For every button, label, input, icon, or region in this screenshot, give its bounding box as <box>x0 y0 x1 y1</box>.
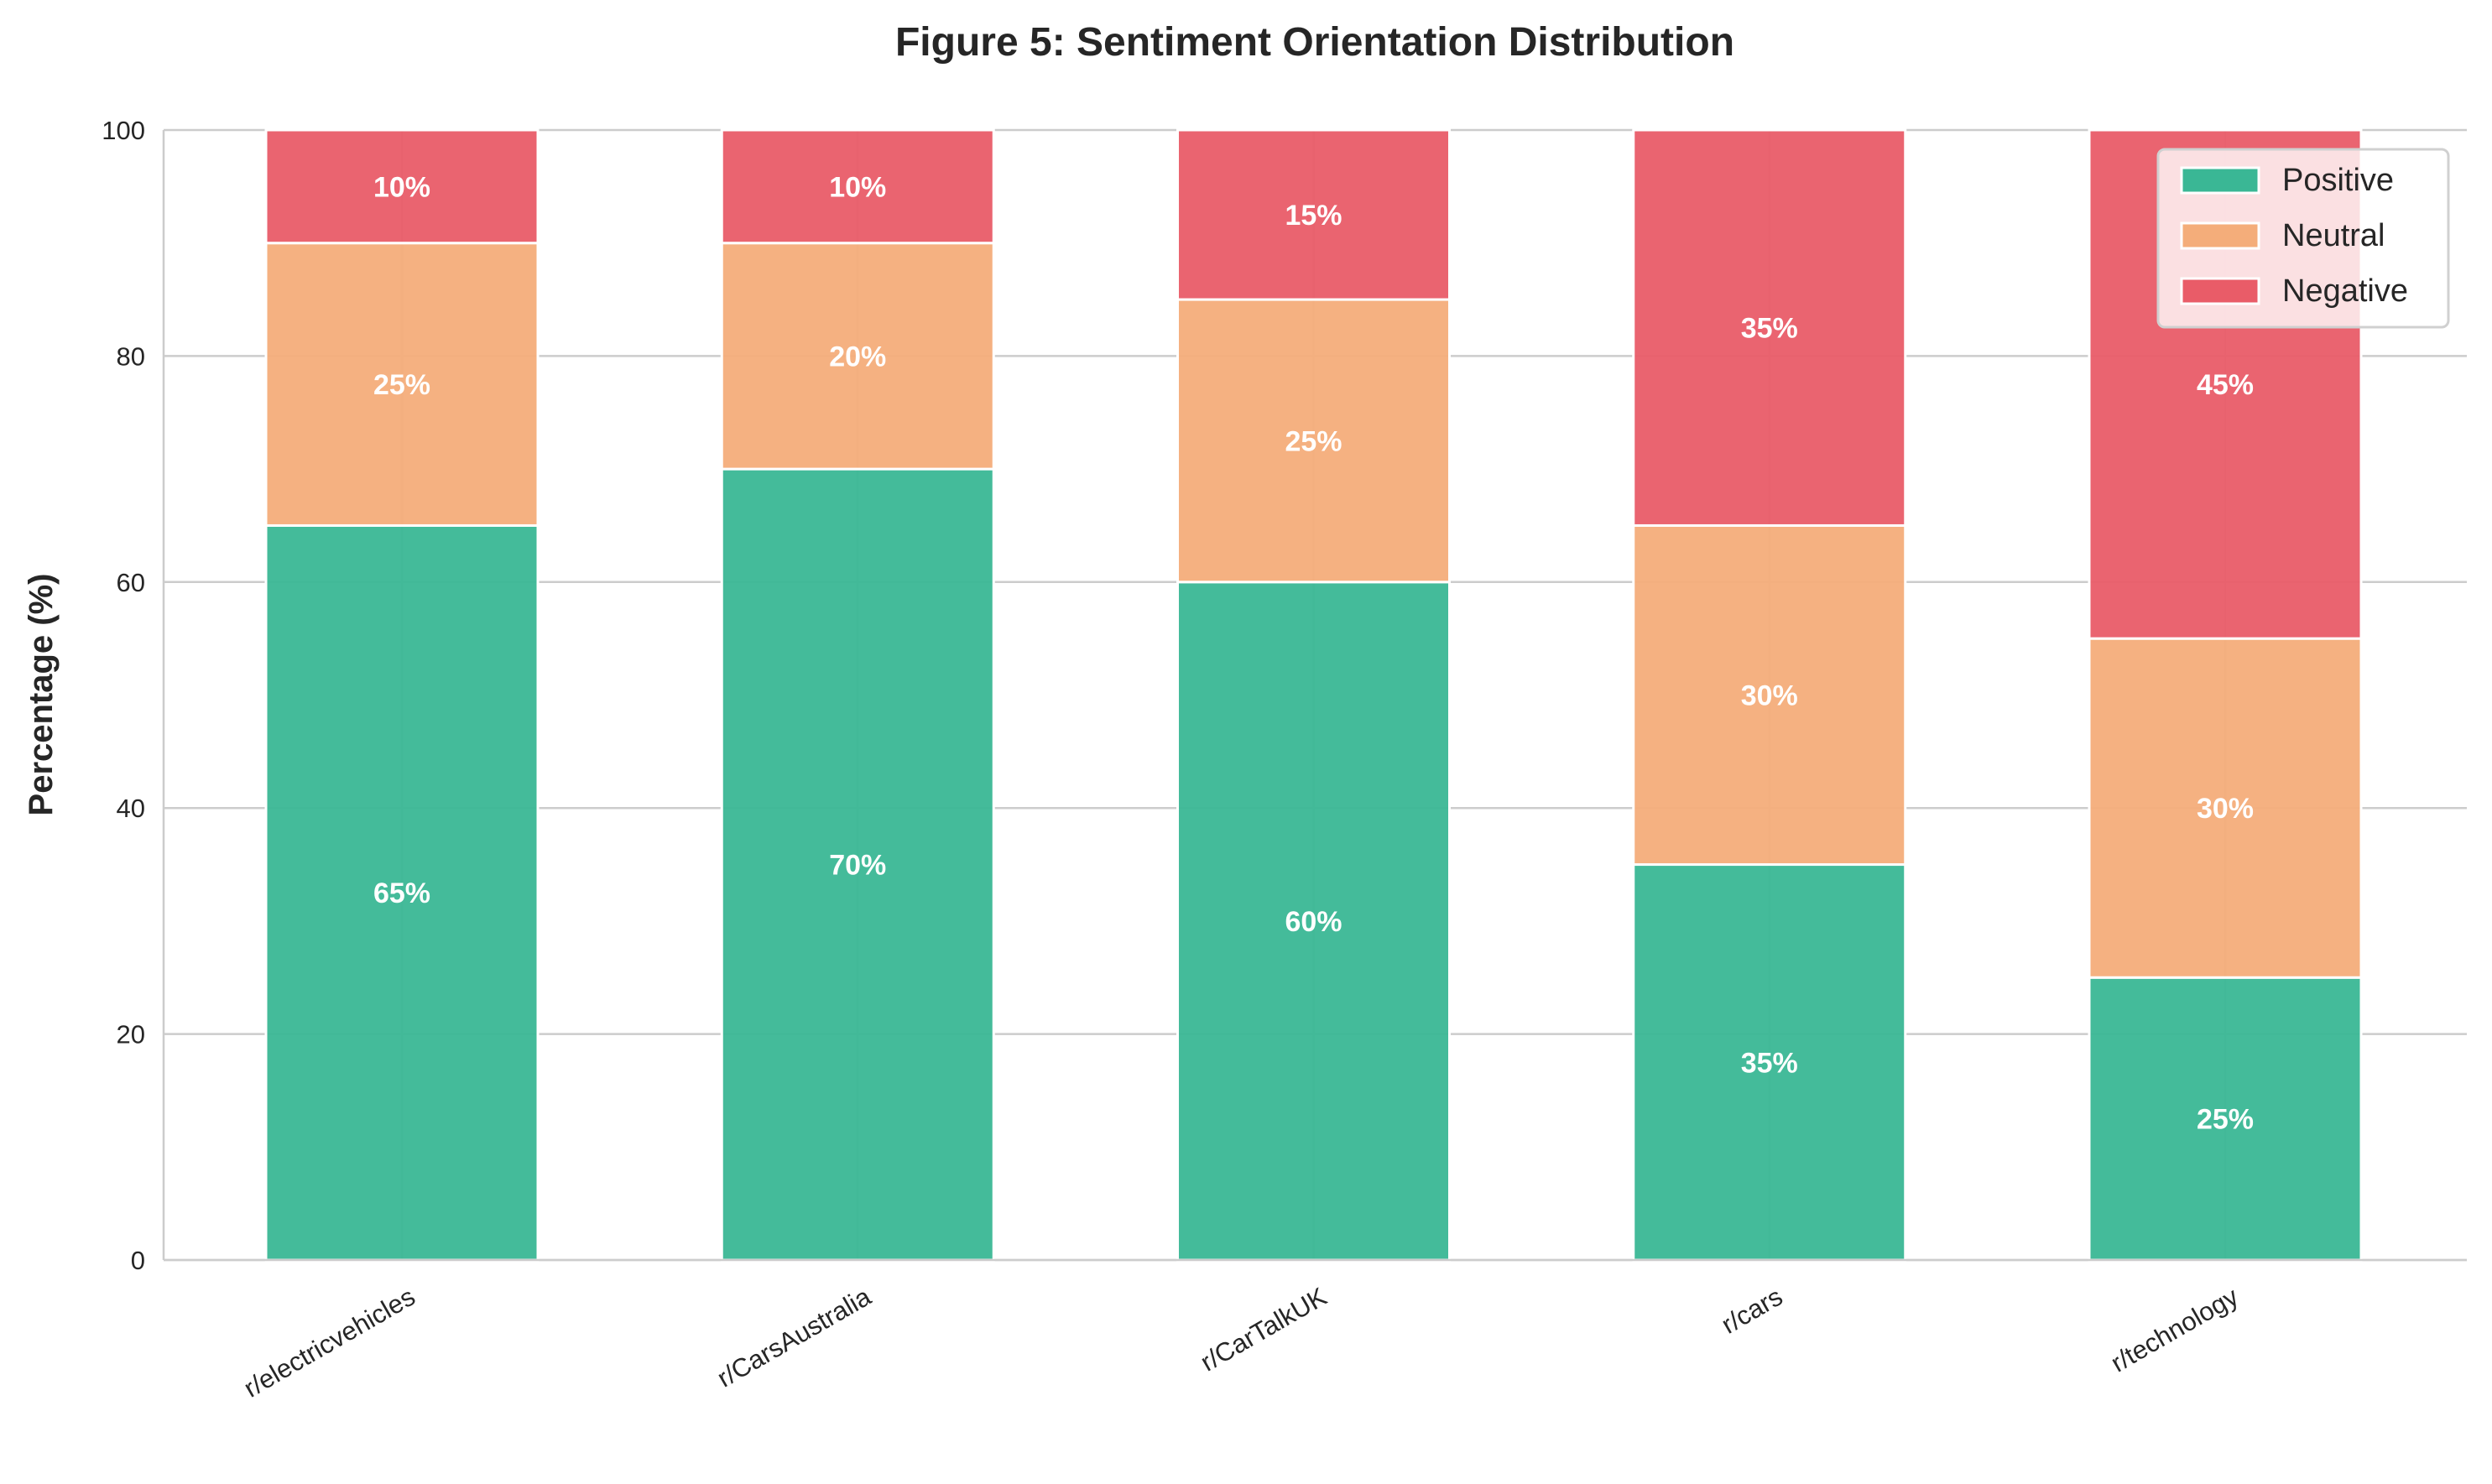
bar-negative-1 <box>720 128 995 245</box>
x-tick-label: r/CarsAustralia <box>712 1281 877 1393</box>
legend-label-neutral: Neutral <box>2282 218 2385 253</box>
x-tick-label: r/electricvehicles <box>239 1282 420 1403</box>
legend: Positive Neutral Negative <box>2156 148 2450 329</box>
legend-label-negative: Negative <box>2282 273 2408 309</box>
data-label: 65% <box>373 877 430 909</box>
bar-neutral-3 <box>1632 523 1907 867</box>
legend-swatch-neutral <box>2180 221 2260 250</box>
bar-negative-0 <box>264 128 540 245</box>
data-label: 25% <box>373 369 430 401</box>
bar-positive-1 <box>720 467 995 1262</box>
y-tick-label: 60 <box>117 568 145 597</box>
bar-positive-3 <box>1632 863 1907 1262</box>
data-labels: 65% 25% 10% 70% 20% 10% 60% 25% 15% 35% 30% 35% 25% 3… <box>373 171 2254 1135</box>
data-label: 25% <box>1285 425 1342 457</box>
data-label: 35% <box>1741 1047 1798 1079</box>
bar-neutral-2 <box>1176 298 1451 584</box>
x-tick-label: r/technology <box>2106 1282 2244 1378</box>
y-tick-label: 40 <box>117 794 145 823</box>
bar-negative-3 <box>1632 128 1907 527</box>
data-label: 70% <box>829 850 886 882</box>
bar-negative-2 <box>1176 128 1451 301</box>
bars <box>264 128 2363 1262</box>
x-tick-labels: r/electricvehicles r/CarsAustralia r/CarTa… <box>239 1281 2244 1403</box>
bar-neutral-0 <box>264 242 540 527</box>
data-label: 20% <box>829 341 886 372</box>
data-label: 15% <box>1285 200 1342 232</box>
y-tick-labels: 0 20 40 60 80 100 <box>102 116 145 1275</box>
data-label: 45% <box>2197 369 2254 401</box>
data-label: 10% <box>373 171 430 203</box>
bar-neutral-1 <box>720 242 995 471</box>
chart-title: Figure 5: Sentiment Orientation Distribu… <box>895 20 1734 65</box>
bar-positive-0 <box>264 523 540 1262</box>
data-label: 25% <box>2197 1104 2254 1136</box>
x-tick-label: r/cars <box>1717 1282 1788 1340</box>
y-tick-label: 80 <box>117 341 145 371</box>
data-label: 35% <box>1741 313 1798 345</box>
legend-swatch-negative <box>2180 277 2260 305</box>
bar-positive-2 <box>1176 581 1451 1262</box>
y-tick-label: 100 <box>102 116 145 145</box>
data-label: 30% <box>2197 793 2254 825</box>
data-label: 10% <box>829 171 886 203</box>
legend-label-positive: Positive <box>2282 163 2394 198</box>
data-label: 30% <box>1741 680 1798 712</box>
data-label: 60% <box>1285 906 1342 938</box>
y-tick-label: 20 <box>117 1020 145 1049</box>
bar-positive-4 <box>2088 976 2363 1262</box>
y-axis-label: Percentage (%) <box>23 574 60 816</box>
y-tick-label: 0 <box>131 1246 145 1275</box>
legend-swatch-positive <box>2180 166 2260 195</box>
x-tick-label: r/CarTalkUK <box>1196 1282 1332 1377</box>
